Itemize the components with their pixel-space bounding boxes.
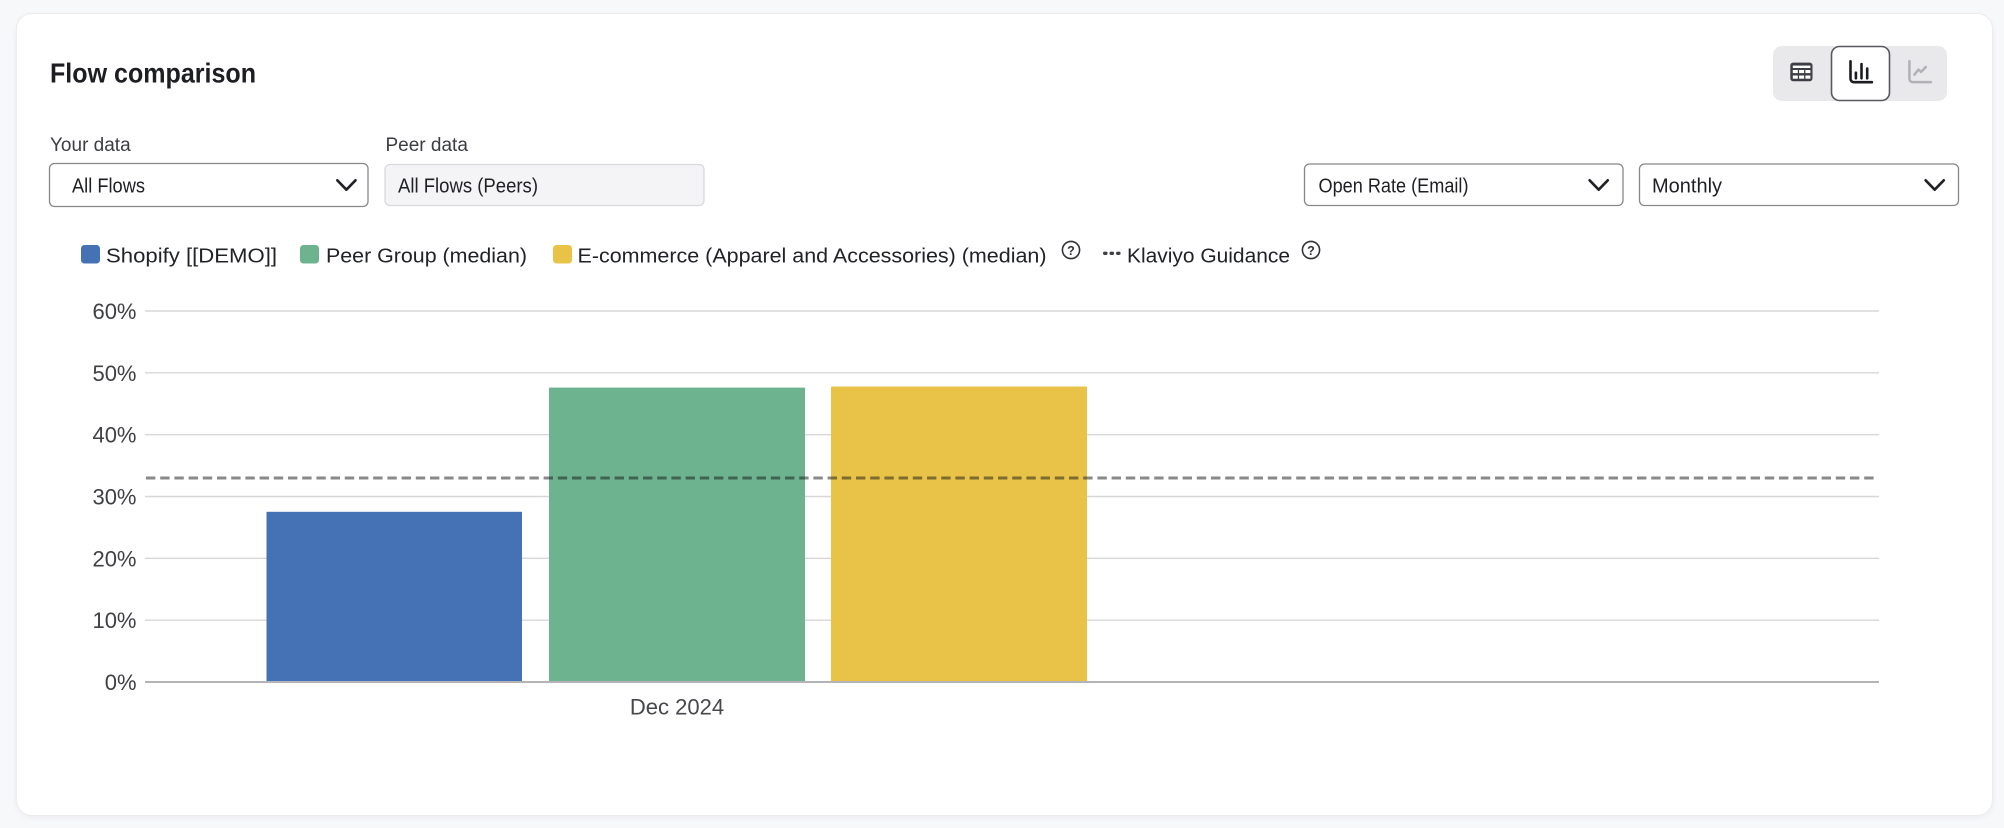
svg-text:All Flows (Peers): All Flows (Peers)	[398, 175, 538, 197]
svg-text:Dec 2024: Dec 2024	[630, 695, 724, 720]
svg-text:?: ?	[1067, 244, 1075, 258]
svg-text:Monthly: Monthly	[1652, 175, 1722, 197]
svg-text:40%: 40%	[92, 423, 136, 448]
svg-text:Peer Group (median): Peer Group (median)	[326, 246, 527, 268]
svg-text:Flow comparison: Flow comparison	[50, 58, 256, 89]
svg-text:10%: 10%	[92, 608, 136, 633]
svg-text:50%: 50%	[92, 361, 136, 386]
svg-text:E-commerce (Apparel and Access: E-commerce (Apparel and Accessories) (me…	[578, 246, 1047, 268]
svg-text:Open Rate (Email): Open Rate (Email)	[1319, 175, 1469, 197]
svg-text:All Flows: All Flows	[72, 175, 145, 197]
svg-text:?: ?	[1307, 244, 1315, 258]
svg-text:0%: 0%	[105, 670, 137, 695]
svg-text:20%: 20%	[92, 546, 136, 571]
svg-text:60%: 60%	[92, 299, 136, 324]
svg-text:Your data: Your data	[50, 135, 131, 156]
svg-text:Shopify [[DEMO]]: Shopify [[DEMO]]	[106, 246, 277, 268]
svg-text:Klaviyo Guidance: Klaviyo Guidance	[1127, 246, 1290, 268]
svg-text:Peer data: Peer data	[386, 135, 469, 156]
svg-text:30%: 30%	[92, 485, 136, 510]
